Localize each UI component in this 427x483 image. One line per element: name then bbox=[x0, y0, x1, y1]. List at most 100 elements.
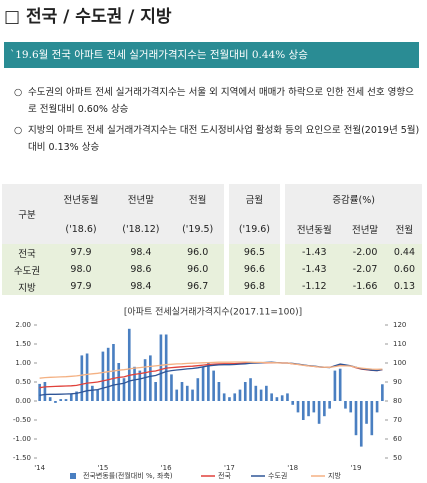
chart: [아파트 전세실거래가격지수(2017.11=100)] -1.50 -1.00 -… bbox=[13, 306, 407, 481]
bar bbox=[307, 401, 310, 417]
table-cell: 0.60 bbox=[386, 261, 422, 278]
bar bbox=[328, 401, 331, 409]
bar bbox=[54, 401, 57, 403]
table-cell: 96.6 bbox=[228, 261, 281, 278]
table-cell: 0.13 bbox=[386, 278, 422, 295]
table: 구분 전년동월 전년말 전월 금월 증감률(%) ('18.6) ('18.12) ('19.… bbox=[2, 184, 422, 295]
table-row: 전국 97.9 98.4 96.0 96.5 -1.43 -2.00 0.44 bbox=[2, 244, 422, 261]
bar bbox=[228, 397, 231, 401]
bar bbox=[170, 374, 173, 401]
bar bbox=[375, 401, 379, 413]
bar bbox=[222, 393, 226, 401]
bar bbox=[275, 397, 279, 401]
bar bbox=[286, 393, 289, 401]
table-cell: 96.7 bbox=[171, 278, 224, 295]
y2-tick-label: 60 bbox=[393, 435, 402, 443]
table-row: 지방 97.9 98.4 96.7 96.8 -1.12 -1.66 0.13 bbox=[2, 278, 422, 295]
line bbox=[39, 361, 383, 389]
header-cell: 전년동월 bbox=[52, 184, 111, 214]
header-cell: 전월 bbox=[386, 214, 422, 244]
bar bbox=[359, 401, 363, 447]
summary-banner: `19.6월 전국 아파트 전세 실거래가격지수는 전월대비 0.44% 상승 bbox=[4, 42, 419, 68]
x-tick-label: '14 bbox=[34, 464, 45, 472]
bar bbox=[101, 351, 105, 401]
bar bbox=[254, 385, 258, 401]
table-cell: 96.8 bbox=[228, 278, 281, 295]
header-cell: 구분 bbox=[2, 184, 52, 244]
bar bbox=[43, 382, 47, 401]
bar bbox=[312, 401, 316, 413]
line bbox=[39, 361, 383, 379]
bar bbox=[365, 401, 368, 424]
title: □ 전국 / 수도권 / 지방 bbox=[4, 7, 172, 27]
bar bbox=[59, 399, 63, 401]
header-cell: ('18.6) bbox=[52, 214, 111, 244]
bar bbox=[69, 393, 73, 401]
bar bbox=[106, 347, 110, 401]
x-tick-label: '18 bbox=[287, 464, 298, 472]
bar bbox=[333, 370, 337, 401]
header-cell: 증감률(%) bbox=[285, 184, 422, 214]
y2-tick-label: 50 bbox=[393, 454, 402, 462]
bar bbox=[75, 391, 78, 401]
bar bbox=[270, 393, 273, 401]
y-tick-label: 2.00 bbox=[15, 321, 31, 329]
legend-swatch bbox=[70, 473, 76, 479]
header-cell: 금월 bbox=[228, 184, 281, 214]
x-tick-label: '16 bbox=[161, 464, 172, 472]
x-tick-label: '17 bbox=[224, 464, 235, 472]
table-cell: -1.12 bbox=[285, 278, 344, 295]
bar bbox=[207, 363, 210, 401]
x-tick-label: '19 bbox=[351, 464, 362, 472]
y-tick-label: -0.50 bbox=[13, 416, 31, 424]
bar bbox=[201, 366, 205, 401]
bullet: ○ 지방의 아파트 전세 실거래가격지수는 대전 도시정비사업 활성화 등의 요인… bbox=[14, 122, 420, 156]
bar bbox=[175, 389, 179, 401]
bullet: ○ 수도권의 아파트 전세 실거래가격지수는 서울 외 지역에서 매매가 하락으로… bbox=[14, 84, 420, 118]
bar bbox=[354, 401, 358, 436]
bar bbox=[127, 328, 131, 401]
table-cell: 98.4 bbox=[110, 278, 172, 295]
y2-tick-label: 80 bbox=[393, 397, 402, 405]
header-cell: ('18.12) bbox=[110, 214, 172, 244]
bar bbox=[85, 353, 89, 401]
table-cell: -1.43 bbox=[285, 261, 344, 278]
bar bbox=[180, 382, 184, 401]
bar bbox=[48, 397, 52, 401]
bar bbox=[149, 355, 152, 401]
chart-title: [아파트 전세실거래가격지수(2017.11=100)] bbox=[124, 306, 302, 318]
bar bbox=[249, 378, 252, 401]
y2-tick-label: 110 bbox=[393, 340, 406, 348]
bar bbox=[280, 395, 284, 401]
bar bbox=[159, 334, 163, 401]
bar bbox=[64, 399, 68, 401]
bar bbox=[117, 363, 121, 401]
bar bbox=[259, 389, 263, 401]
table-cell: 96.0 bbox=[171, 244, 224, 261]
bar bbox=[212, 370, 215, 401]
header-cell: 전월 bbox=[171, 184, 224, 214]
bar bbox=[96, 389, 99, 401]
table-cell: 전국 bbox=[2, 244, 52, 261]
table-cell: 수도권 bbox=[2, 261, 52, 278]
y2-tick-label: 70 bbox=[393, 416, 402, 424]
bullet-text: 지방의 아파트 전세 실거래가격지수는 대전 도시정비사업 활성화 등의 요인으… bbox=[28, 125, 420, 153]
table-cell: 97.9 bbox=[52, 244, 111, 261]
bar bbox=[317, 401, 321, 424]
bar bbox=[122, 378, 126, 401]
legend-label: 지방 bbox=[328, 471, 341, 480]
table-cell: 0.44 bbox=[386, 244, 422, 261]
table-cell: 96.0 bbox=[171, 261, 224, 278]
bar bbox=[133, 366, 136, 401]
table-cell: -2.00 bbox=[343, 244, 387, 261]
y-tick-label: 1.00 bbox=[15, 359, 31, 367]
y-tick-label: 1.50 bbox=[15, 340, 31, 348]
bar bbox=[344, 401, 347, 409]
bar bbox=[338, 368, 342, 401]
header-cell: ('19.5) bbox=[171, 214, 224, 244]
bar bbox=[154, 382, 157, 401]
bar bbox=[112, 344, 115, 401]
table-cell: -1.43 bbox=[285, 244, 344, 261]
table-cell: 96.5 bbox=[228, 244, 281, 261]
